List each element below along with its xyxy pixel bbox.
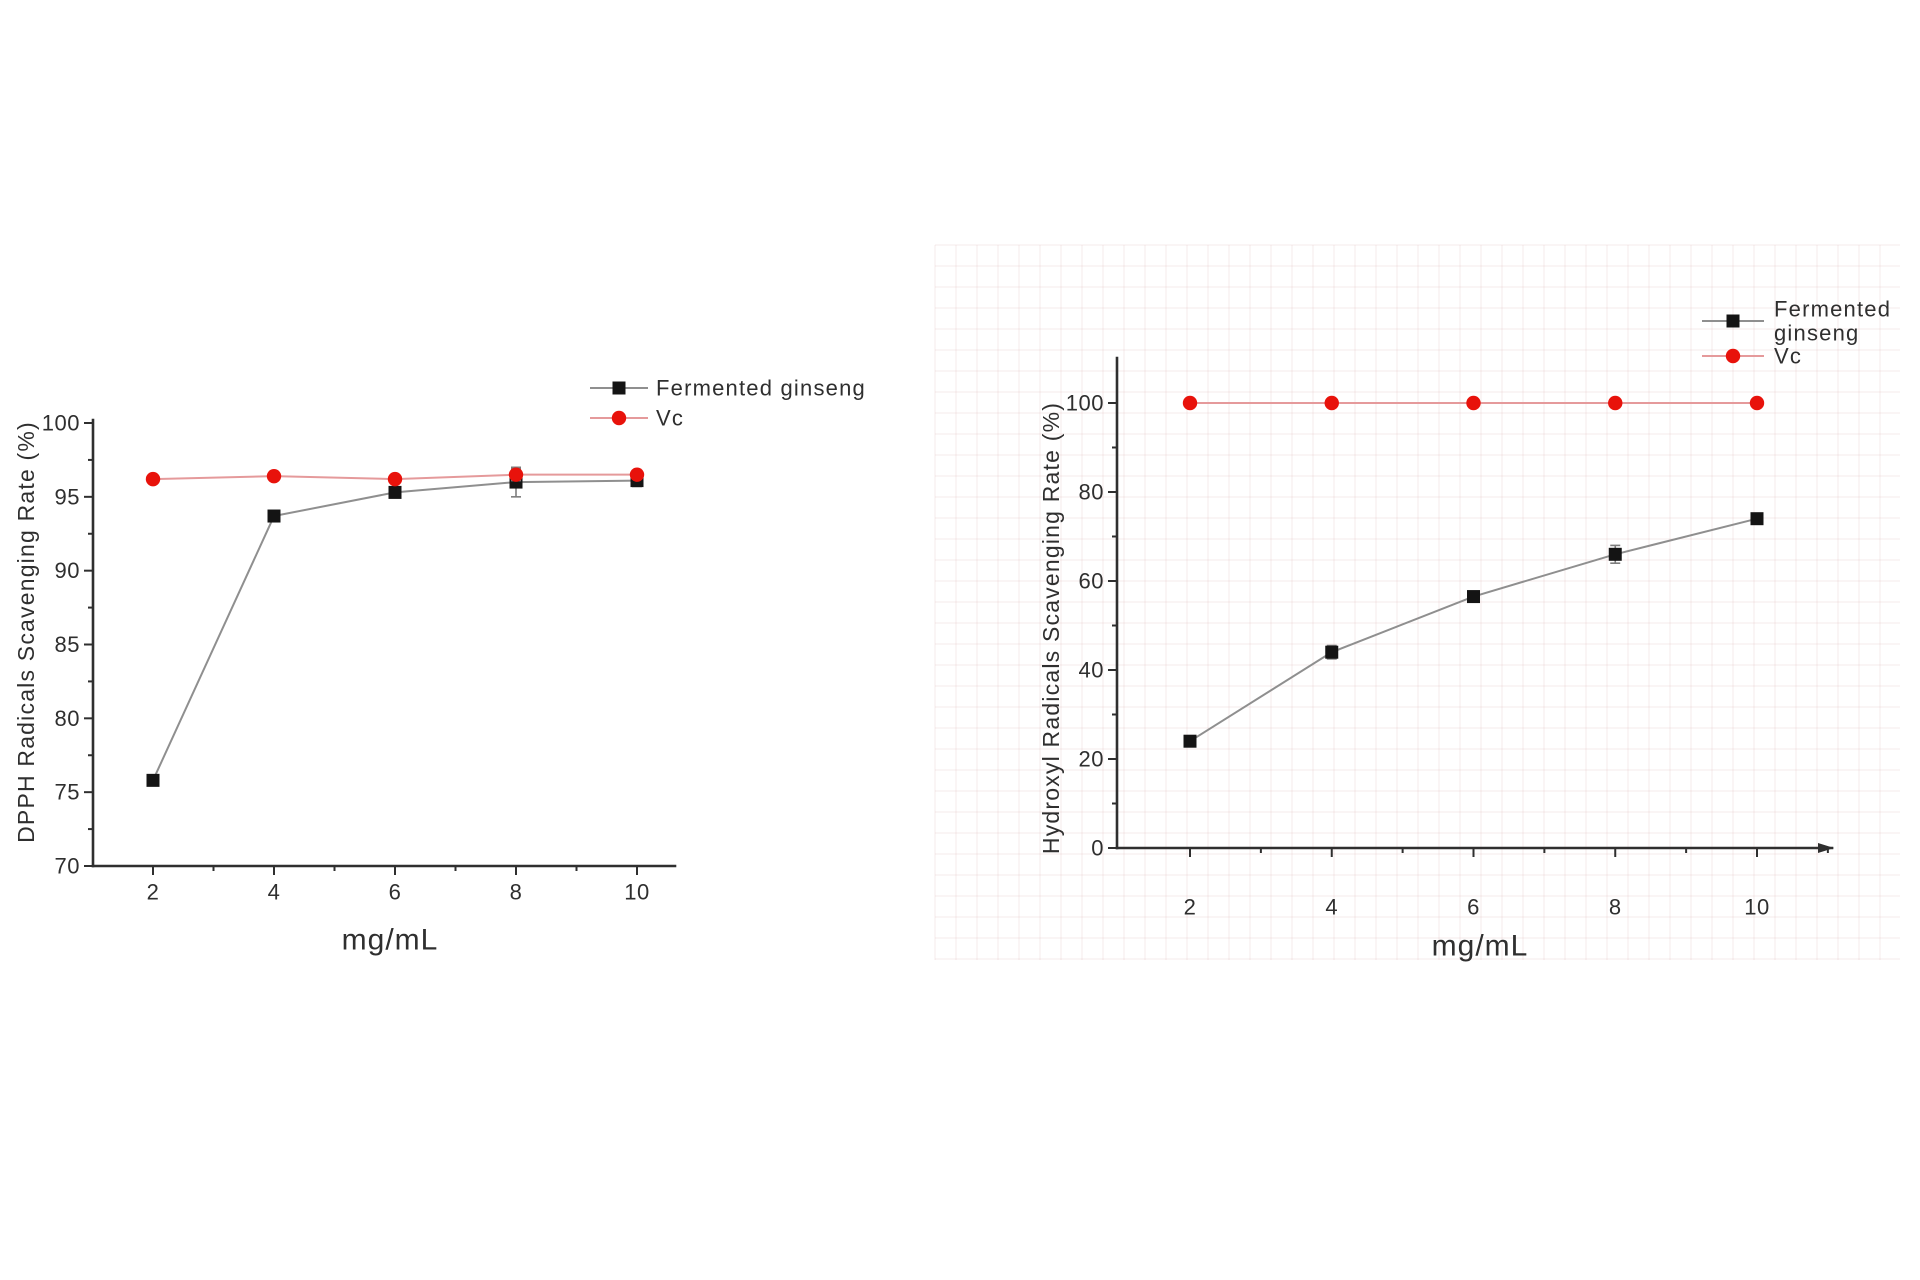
x-tick-label: 2 xyxy=(147,880,160,905)
dpph-chart-figure: 2 4 6 8 10 70 75 80 85 90 95 100 mg/mL DPPH Radicals … xyxy=(13,376,866,957)
y-tick-label: 80 xyxy=(1079,480,1104,505)
data-point-circle xyxy=(1466,395,1481,411)
y-axis-title: DPPH Radicals Scavenging Rate (%) xyxy=(13,421,39,843)
x-tick-label: 2 xyxy=(1184,895,1197,920)
series-vc xyxy=(145,467,645,487)
legend-label: Fermented xyxy=(1774,297,1891,322)
data-point-circle xyxy=(508,467,524,482)
y-tick-label: 80 xyxy=(55,706,80,731)
data-line-fermented-ginseng xyxy=(1189,517,1758,743)
data-point-circle xyxy=(266,468,282,484)
legend-entry-vc: Vc xyxy=(590,406,684,431)
x-axis-title: mg/mL xyxy=(342,924,439,957)
data-point-square xyxy=(1750,512,1764,526)
x-tick-label: 8 xyxy=(510,880,523,905)
x-tick-label: 10 xyxy=(1744,895,1769,920)
series-vc xyxy=(1182,395,1765,411)
legend-label: Fermented ginseng xyxy=(656,376,866,401)
data-point-square xyxy=(1467,590,1480,604)
ticks xyxy=(84,422,638,875)
legend-square-marker-icon xyxy=(1726,314,1740,328)
legend-circle-marker-icon xyxy=(1725,348,1741,364)
data-point-square xyxy=(388,485,402,499)
legend-label: ginseng xyxy=(1774,321,1859,346)
y-tick-label: 75 xyxy=(55,780,80,805)
x-tick-label: 4 xyxy=(268,880,281,905)
legend-label: Vc xyxy=(1774,344,1802,369)
y-tick-label: 100 xyxy=(42,411,80,436)
y-tick-label: 40 xyxy=(1079,658,1104,683)
x-tick-label: 8 xyxy=(1609,895,1622,920)
x-axis-arrowhead xyxy=(1818,843,1834,853)
data-point-circle xyxy=(387,471,403,487)
y-tick-label: 0 xyxy=(1091,836,1104,861)
legend: Fermented ginseng Vc xyxy=(590,376,866,431)
x-tick-label: 6 xyxy=(1467,895,1480,920)
data-point-circle xyxy=(1749,395,1765,411)
data-point-square xyxy=(1325,645,1339,659)
data-point-circle xyxy=(1324,395,1339,411)
legend-entry-fermented-ginseng: Fermented ginseng xyxy=(590,376,866,401)
y-tick-label: 90 xyxy=(55,558,80,583)
data-line-fermented-ginseng xyxy=(152,479,638,781)
data-point-circle xyxy=(629,467,645,482)
data-point-circle xyxy=(1608,395,1623,411)
x-tick-label: 4 xyxy=(1325,895,1338,920)
x-axis-title: mg/mL xyxy=(1432,930,1529,963)
legend-entry-vc: Vc xyxy=(1702,344,1802,369)
ticks xyxy=(1108,402,1829,857)
series-fermented-ginseng xyxy=(1183,512,1764,748)
y-tick-label: 85 xyxy=(55,632,80,657)
data-point-square xyxy=(267,509,281,523)
data-point-square xyxy=(1608,547,1622,561)
faint-grid-texture xyxy=(934,244,1900,960)
y-tick-label: 60 xyxy=(1079,569,1104,594)
data-point-circle xyxy=(1182,395,1198,411)
series-fermented-ginseng xyxy=(146,466,644,787)
legend-label: Vc xyxy=(656,406,684,431)
data-point-square xyxy=(1183,734,1197,748)
data-point-square xyxy=(146,773,160,787)
legend-circle-marker-icon xyxy=(611,410,627,426)
y-tick-label: 95 xyxy=(55,484,80,509)
axes xyxy=(91,418,677,868)
y-tick-label: 20 xyxy=(1079,747,1104,772)
y-axis-title: Hydroxyl Radicals Scavenging Rate (%) xyxy=(1038,402,1064,854)
y-tick-label: 70 xyxy=(55,854,80,879)
x-tick-label: 10 xyxy=(624,880,649,905)
legend-square-marker-icon xyxy=(612,381,626,395)
data-point-circle xyxy=(145,471,161,487)
y-tick-label: 100 xyxy=(1066,391,1104,416)
x-tick-label: 6 xyxy=(389,880,402,905)
